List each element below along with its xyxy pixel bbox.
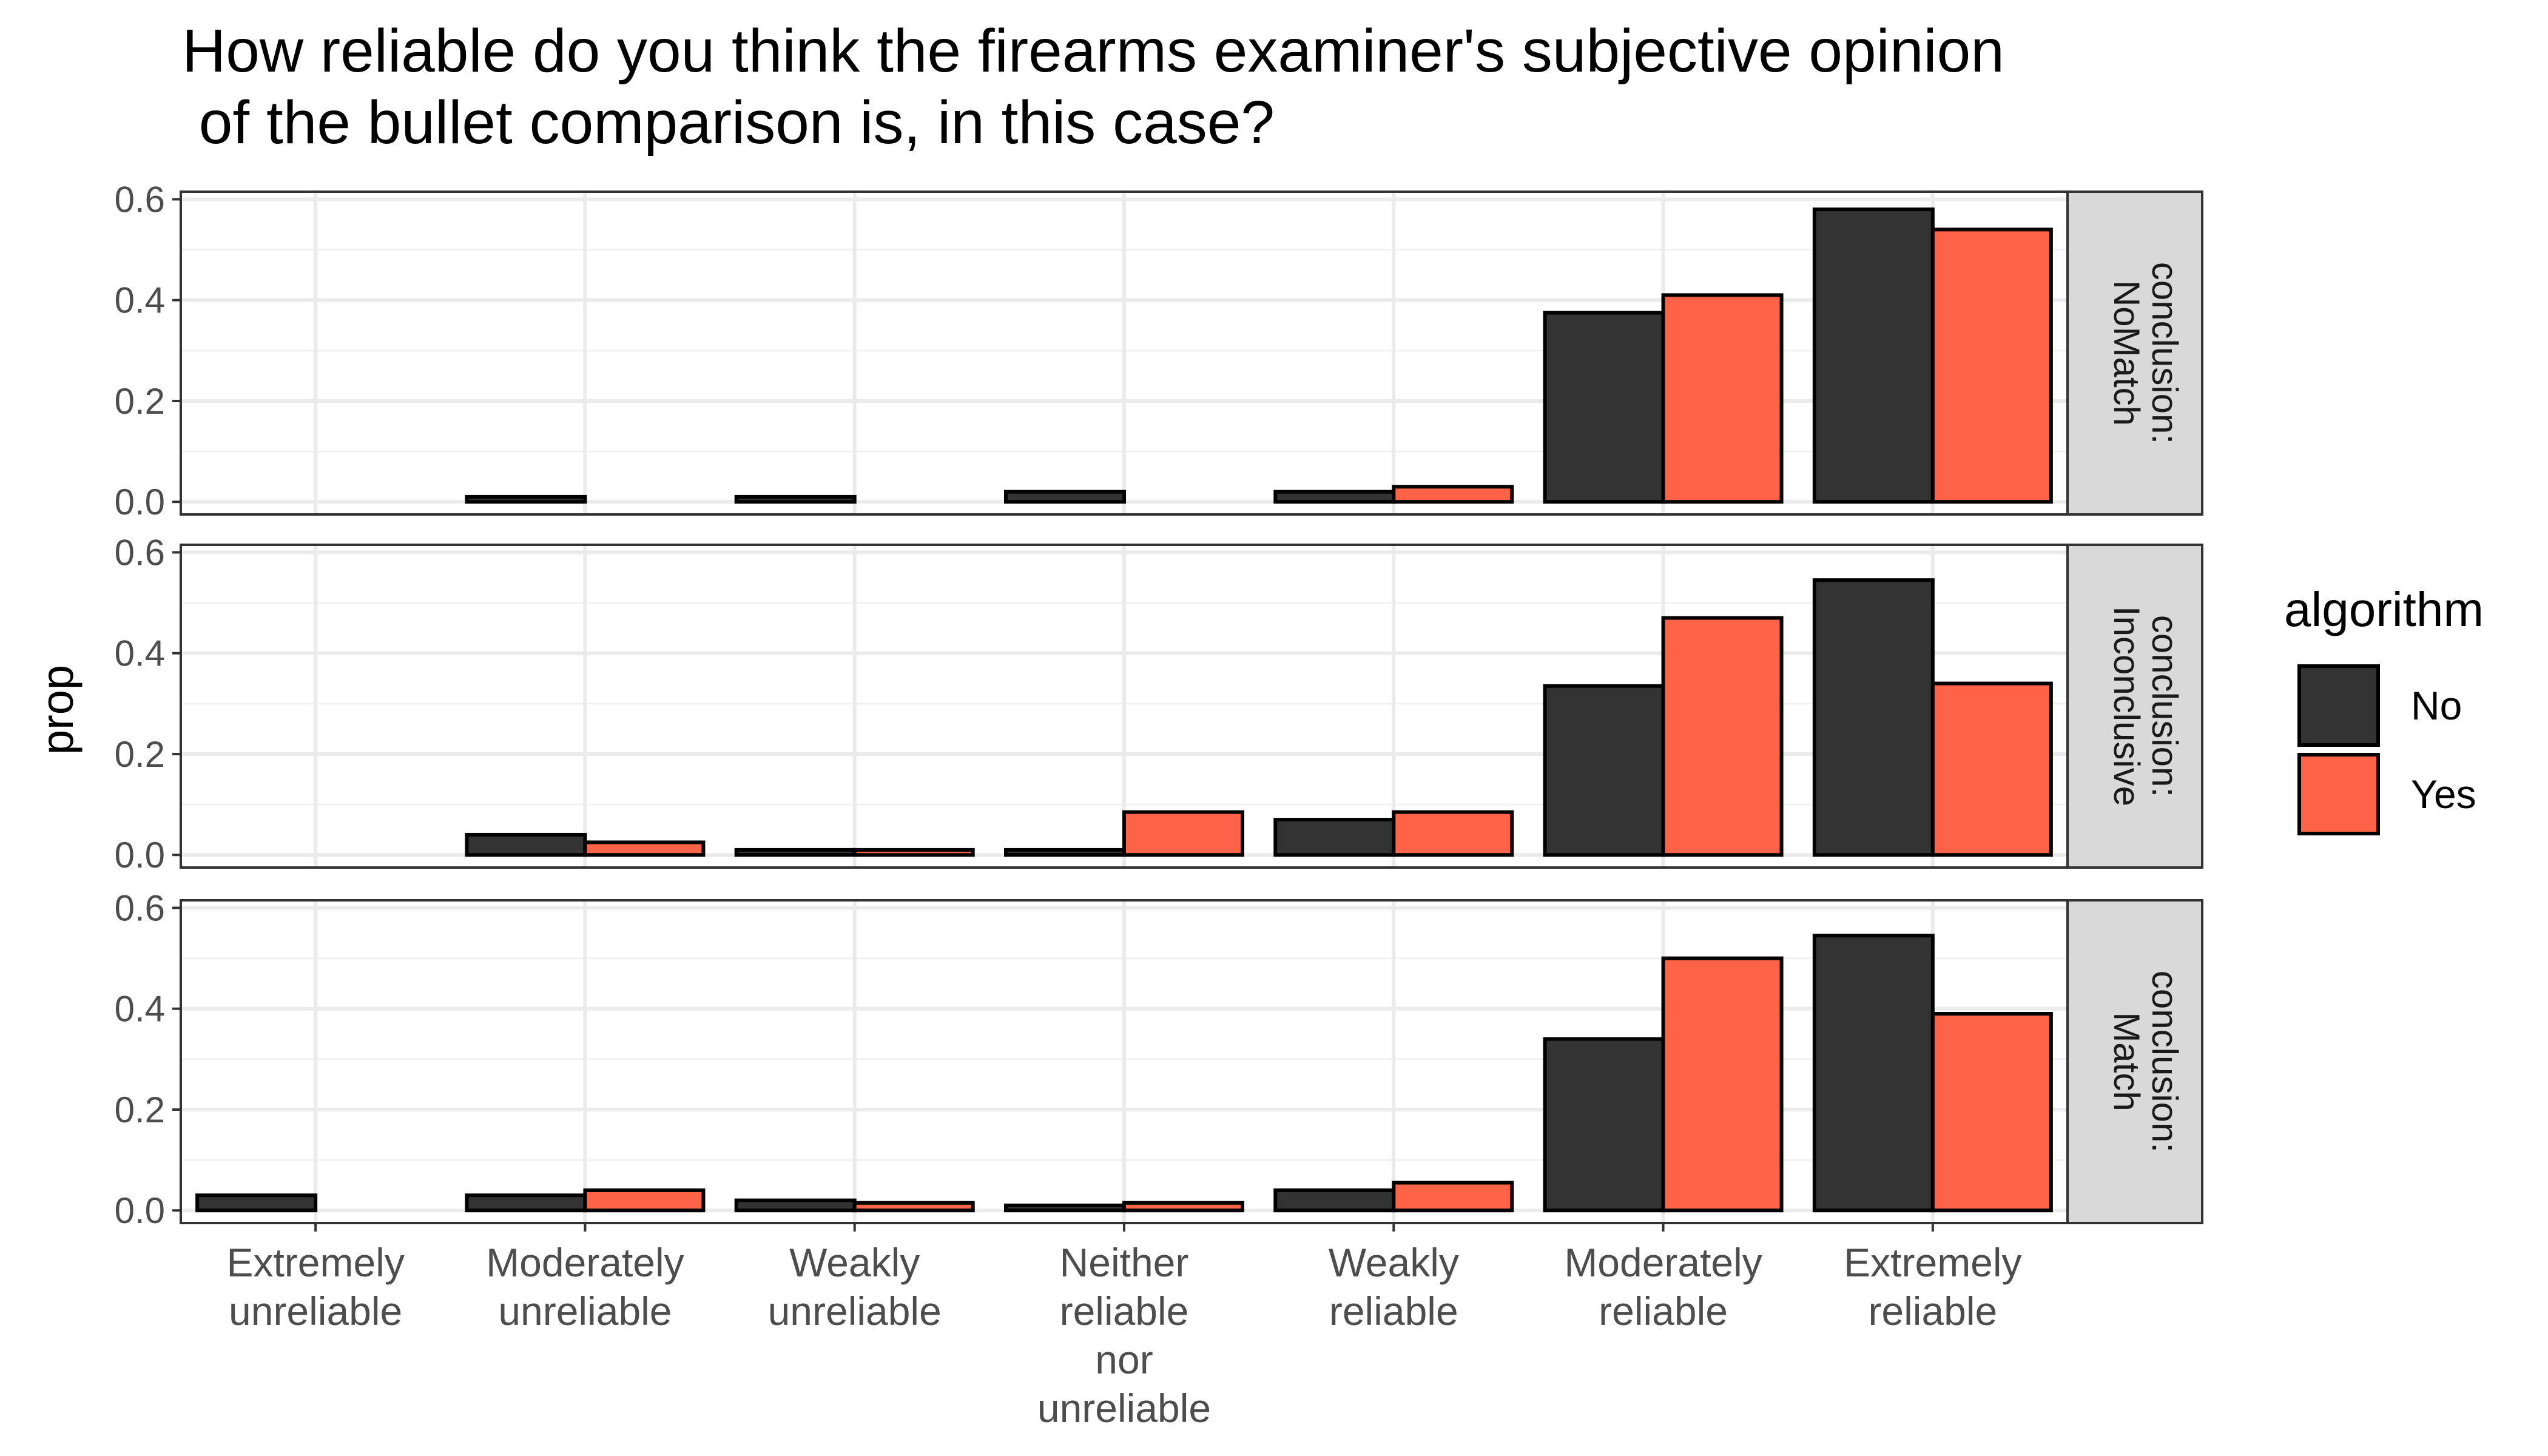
bar-no bbox=[465, 832, 587, 857]
bar-yes bbox=[852, 1201, 975, 1213]
y-tick-label: 0.4 bbox=[115, 989, 165, 1030]
y-tick-label: 0.6 bbox=[115, 532, 165, 573]
facet-panel: 0.0 0.2 0.4 0.6 conclusion:NoMatch bbox=[115, 179, 2203, 522]
facet-strip bbox=[2066, 190, 2203, 516]
x-axis: Extremely unreliable Moderately unreliable W… bbox=[226, 1223, 2022, 1431]
facet-panel: 0.0 0.2 0.4 0.6 conclusion:Match bbox=[115, 888, 2203, 1231]
legend-label: No bbox=[2411, 683, 2462, 728]
y-axis-label: prop bbox=[32, 665, 83, 755]
bar-yes bbox=[1122, 810, 1244, 857]
bar-no bbox=[1004, 848, 1126, 857]
y-tick-label: 0.0 bbox=[115, 835, 165, 875]
legend-title: algorithm bbox=[2284, 582, 2484, 636]
bar-no bbox=[734, 848, 857, 857]
bar-no bbox=[1543, 684, 1665, 857]
bar-yes bbox=[1661, 293, 1784, 504]
bar-no bbox=[734, 1198, 857, 1213]
bar-no bbox=[1812, 207, 1935, 504]
bar-yes bbox=[1392, 485, 1514, 504]
bar-no bbox=[465, 494, 587, 504]
bar-no bbox=[1543, 1037, 1665, 1213]
x-tick-label: Moderately unreliable bbox=[486, 1240, 684, 1333]
x-tick-label: Weakly unreliable bbox=[768, 1240, 942, 1333]
bar-yes bbox=[583, 1188, 706, 1213]
y-tick-label: 0.6 bbox=[115, 888, 165, 928]
bar-no bbox=[734, 494, 857, 504]
x-tick-label: Extremely reliable bbox=[1844, 1240, 2021, 1333]
legend-label: Yes bbox=[2411, 772, 2476, 817]
y-tick-label: 0.0 bbox=[115, 482, 165, 522]
bar-yes bbox=[1392, 1181, 1514, 1213]
y-tick-label: 0.0 bbox=[115, 1190, 165, 1231]
title-line: How reliable do you think the firearms e… bbox=[182, 17, 2004, 85]
bar-no bbox=[1273, 818, 1396, 857]
y-tick-label: 0.4 bbox=[115, 633, 165, 674]
y-tick-label: 0.4 bbox=[115, 280, 165, 321]
bar-no bbox=[465, 1193, 587, 1213]
bar-no bbox=[1004, 490, 1126, 504]
bar-no bbox=[1273, 1188, 1396, 1213]
facet-panels: 0.00.20.40.6conclusion:NoMatch0.00.20.40… bbox=[115, 179, 2203, 1231]
facet-strip-label: conclusion:Inconclusive bbox=[2106, 606, 2185, 806]
bar-yes bbox=[1392, 810, 1514, 857]
bar-yes bbox=[1930, 228, 2053, 504]
facet-panel: 0.0 0.2 0.4 0.6 conclusion:Inconclusive bbox=[115, 532, 2203, 875]
facet-strip bbox=[2066, 544, 2203, 869]
y-tick-label: 0.2 bbox=[115, 381, 165, 422]
bar-no bbox=[1812, 578, 1935, 857]
bar-yes bbox=[1122, 1201, 1244, 1213]
bar-no bbox=[1004, 1203, 1126, 1213]
bar-yes bbox=[1661, 616, 1784, 857]
legend: algorithm No Yes bbox=[2284, 582, 2484, 835]
y-tick-label: 0.6 bbox=[115, 179, 165, 220]
chart-title: How reliable do you think the firearms e… bbox=[182, 17, 2004, 157]
facet-strip-label: conclusion:Match bbox=[2106, 971, 2185, 1153]
bar-no bbox=[1273, 490, 1396, 504]
bar-no bbox=[1812, 934, 1935, 1213]
x-tick-label: Extremely unreliable bbox=[226, 1240, 404, 1333]
legend-key bbox=[2297, 753, 2380, 835]
legend-key bbox=[2297, 664, 2380, 747]
bar-yes bbox=[583, 840, 706, 857]
x-tick-label: Moderately reliable bbox=[1564, 1240, 1762, 1333]
bar-yes bbox=[1930, 1012, 2053, 1213]
bar-yes bbox=[1661, 956, 1784, 1213]
y-tick-label: 0.2 bbox=[115, 734, 165, 775]
title-line: of the bullet comparison is, in this cas… bbox=[182, 89, 1275, 157]
facet-strip bbox=[2066, 899, 2203, 1224]
bar-yes bbox=[1930, 681, 2053, 857]
bar-no bbox=[1543, 311, 1665, 504]
facet-strip-label: conclusion:NoMatch bbox=[2106, 262, 2185, 444]
bar-yes bbox=[852, 848, 975, 857]
x-tick-label: Neither reliable nor unreliable bbox=[1037, 1240, 1211, 1431]
x-tick-label: Weakly reliable bbox=[1329, 1240, 1459, 1333]
bar-no bbox=[195, 1193, 318, 1213]
y-tick-label: 0.2 bbox=[115, 1090, 165, 1130]
